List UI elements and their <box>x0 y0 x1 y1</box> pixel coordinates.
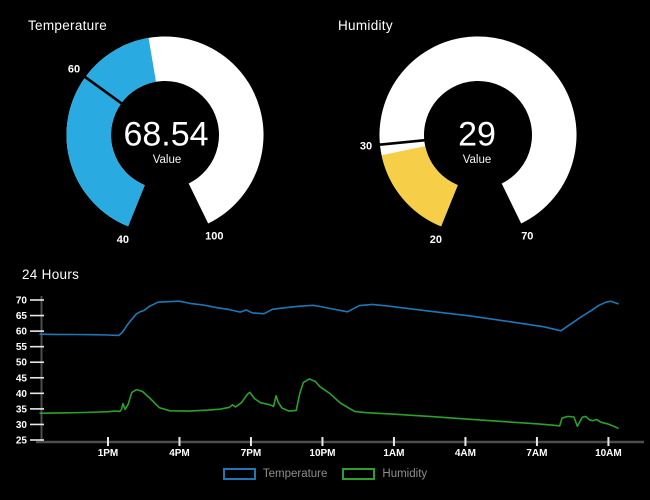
svg-text:10PM: 10PM <box>309 448 335 459</box>
svg-text:60: 60 <box>16 327 28 338</box>
svg-text:10AM: 10AM <box>595 448 622 459</box>
humidity-gauge-caption: Value <box>462 154 492 166</box>
svg-text:55: 55 <box>16 342 28 353</box>
svg-text:4AM: 4AM <box>455 448 476 459</box>
humidity-legend-label: Humidity <box>382 468 428 480</box>
humidity-legend-swatch <box>342 468 376 480</box>
svg-text:20: 20 <box>430 234 442 246</box>
svg-text:45: 45 <box>16 373 28 384</box>
svg-text:50: 50 <box>16 358 28 369</box>
svg-text:1PM: 1PM <box>98 448 119 459</box>
svg-text:65: 65 <box>16 311 28 322</box>
svg-text:35: 35 <box>16 404 28 415</box>
humidity-gauge-title: Humidity <box>338 18 393 33</box>
humidity-gauge-value: 29 <box>458 115 496 154</box>
temperature-legend-label: Temperature <box>262 468 328 480</box>
svg-text:40: 40 <box>16 389 28 400</box>
svg-text:1AM: 1AM <box>383 448 404 459</box>
svg-text:4PM: 4PM <box>169 448 190 459</box>
temperature-gauge-caption: Value <box>152 154 182 166</box>
svg-text:100: 100 <box>205 231 223 243</box>
svg-text:30: 30 <box>360 140 372 152</box>
temperature-legend-swatch <box>222 468 256 480</box>
svg-text:60: 60 <box>68 63 80 75</box>
svg-text:30: 30 <box>16 420 28 431</box>
svg-text:40: 40 <box>117 234 129 246</box>
svg-text:70: 70 <box>521 231 533 243</box>
timeseries-chart-title: 24 Hours <box>22 267 80 282</box>
temperature-gauge-value: 68.54 <box>123 115 209 154</box>
svg-text:7AM: 7AM <box>526 448 547 459</box>
legend-item-humidity[interactable]: Humidity <box>342 468 427 480</box>
svg-text:70: 70 <box>16 296 28 307</box>
legend-item-temperature[interactable]: Temperature <box>222 468 328 480</box>
svg-text:25: 25 <box>16 436 28 447</box>
temperature-gauge-title: Temperature <box>28 18 108 33</box>
svg-text:7PM: 7PM <box>241 448 262 459</box>
chart-legend: Temperature Humidity <box>0 468 650 480</box>
